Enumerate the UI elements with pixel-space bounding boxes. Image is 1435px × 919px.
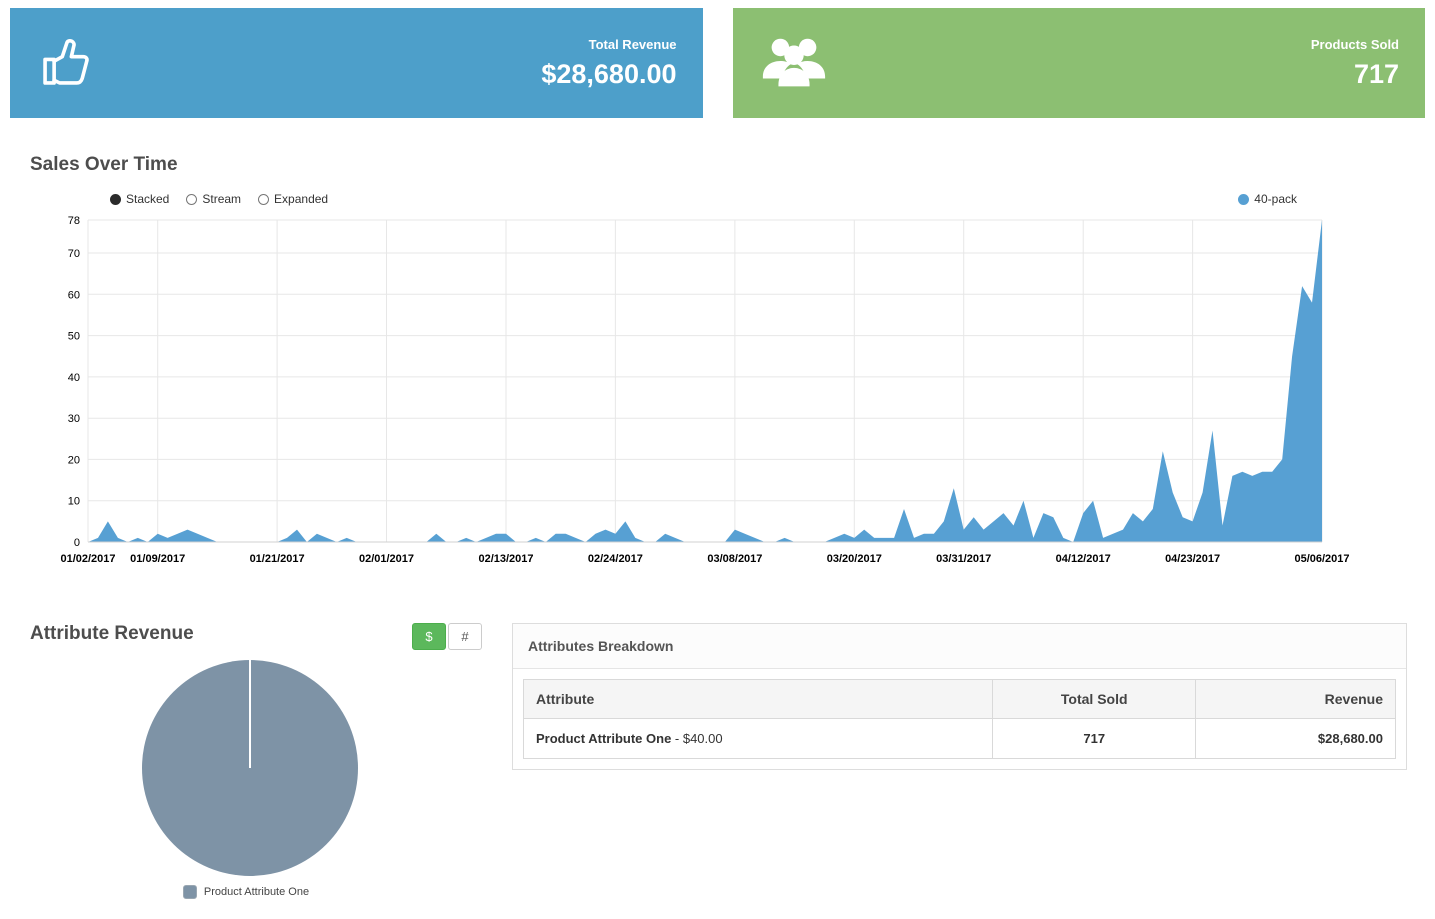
total-revenue-label: Total Revenue — [588, 36, 677, 52]
attributes-breakdown-table: Attribute Total Sold Revenue Product Att… — [522, 679, 1396, 759]
attributes-breakdown-title: Attributes Breakdown — [513, 624, 1406, 669]
attribute-name: Product Attribute One — [536, 731, 672, 746]
svg-text:04/23/2017: 04/23/2017 — [1165, 553, 1220, 565]
svg-text:02/01/2017: 02/01/2017 — [359, 553, 414, 565]
cell-revenue: $28,680.00 — [1195, 718, 1396, 759]
stat-cards: Total Revenue $28,680.00 Products Sold 7… — [10, 8, 1425, 118]
svg-text:04/12/2017: 04/12/2017 — [1056, 553, 1111, 565]
column-header-total-sold: Total Sold — [992, 679, 1197, 719]
svg-text:03/31/2017: 03/31/2017 — [936, 553, 991, 565]
svg-text:10: 10 — [68, 496, 80, 508]
chart-controls: Stacked Stream Expanded 40-pack — [110, 192, 1297, 206]
pie-dollar-toggle-button[interactable]: $ — [412, 623, 446, 650]
products-sold-card: Products Sold 717 — [732, 8, 1425, 118]
column-header-attribute: Attribute — [522, 679, 994, 719]
svg-text:40: 40 — [68, 372, 80, 384]
svg-text:70: 70 — [68, 248, 80, 260]
thumbs-up-icon — [36, 34, 94, 92]
cell-attribute: Product Attribute One - $40.00 — [522, 718, 994, 759]
svg-text:0: 0 — [74, 537, 80, 549]
pie-legend-item[interactable]: Product Attribute One — [10, 885, 482, 899]
svg-text:02/13/2017: 02/13/2017 — [478, 553, 533, 565]
attributes-breakdown-panel: Attributes Breakdown Attribute Total Sol… — [512, 623, 1407, 770]
cell-total-sold: 717 — [992, 718, 1197, 759]
chart-mode-expanded-label: Expanded — [274, 192, 329, 206]
svg-text:30: 30 — [68, 413, 80, 425]
radio-expanded-icon — [258, 193, 270, 205]
chart-mode-expanded[interactable]: Expanded — [258, 192, 328, 206]
column-header-revenue: Revenue — [1195, 679, 1396, 719]
total-revenue-card: Total Revenue $28,680.00 — [10, 8, 703, 118]
svg-text:50: 50 — [68, 331, 80, 343]
svg-text:03/08/2017: 03/08/2017 — [707, 553, 762, 565]
svg-text:01/21/2017: 01/21/2017 — [250, 553, 305, 565]
sales-area-chart: 0 10 20 30 40 50 60 70 78 01/02/2017 01/09/2017 01/… — [60, 215, 1349, 565]
products-sold-value: 717 — [1353, 58, 1399, 89]
bottom-section: Attribute Revenue $ # Product Attribute … — [10, 623, 1425, 899]
people-icon — [759, 33, 829, 93]
sales-over-time-title: Sales Over Time — [30, 154, 178, 175]
table-row: Product Attribute One - $40.00 717 $28,6… — [522, 718, 1396, 759]
attribute-revenue-section: Attribute Revenue $ # Product Attribute … — [10, 623, 482, 899]
series-color-dot-icon — [1238, 193, 1250, 205]
series-legend-label: 40-pack — [1254, 192, 1297, 206]
attribute-price: - $40.00 — [671, 731, 723, 746]
pie-count-toggle-button[interactable]: # — [448, 623, 482, 650]
radio-stream-icon — [186, 193, 198, 205]
svg-text:01/09/2017: 01/09/2017 — [130, 553, 185, 565]
pie-legend-swatch-icon — [182, 885, 197, 899]
chart-mode-stream[interactable]: Stream — [186, 192, 241, 206]
svg-text:05/06/2017: 05/06/2017 — [1294, 553, 1349, 565]
pie-unit-toggle: $ # — [412, 623, 482, 650]
products-sold-label: Products Sold — [1310, 36, 1399, 52]
radio-stacked-icon — [110, 193, 121, 205]
attribute-revenue-title: Attribute Revenue — [30, 623, 194, 644]
svg-text:20: 20 — [68, 454, 80, 466]
table-header-row: Attribute Total Sold Revenue — [522, 679, 1396, 719]
chart-mode-stacked-label: Stacked — [126, 192, 170, 206]
svg-text:02/24/2017: 02/24/2017 — [588, 553, 643, 565]
svg-text:01/02/2017: 01/02/2017 — [60, 553, 115, 565]
pie-legend-label: Product Attribute One — [203, 886, 310, 898]
svg-text:03/20/2017: 03/20/2017 — [827, 553, 882, 565]
series-legend-40-pack[interactable]: 40-pack — [1238, 192, 1297, 206]
svg-text:60: 60 — [68, 289, 80, 301]
chart-mode-stream-label: Stream — [202, 192, 242, 206]
attribute-revenue-pie-chart — [10, 654, 482, 883]
chart-mode-stacked[interactable]: Stacked — [110, 192, 169, 206]
total-revenue-value: $28,680.00 — [541, 58, 677, 89]
svg-text:78: 78 — [68, 215, 80, 227]
